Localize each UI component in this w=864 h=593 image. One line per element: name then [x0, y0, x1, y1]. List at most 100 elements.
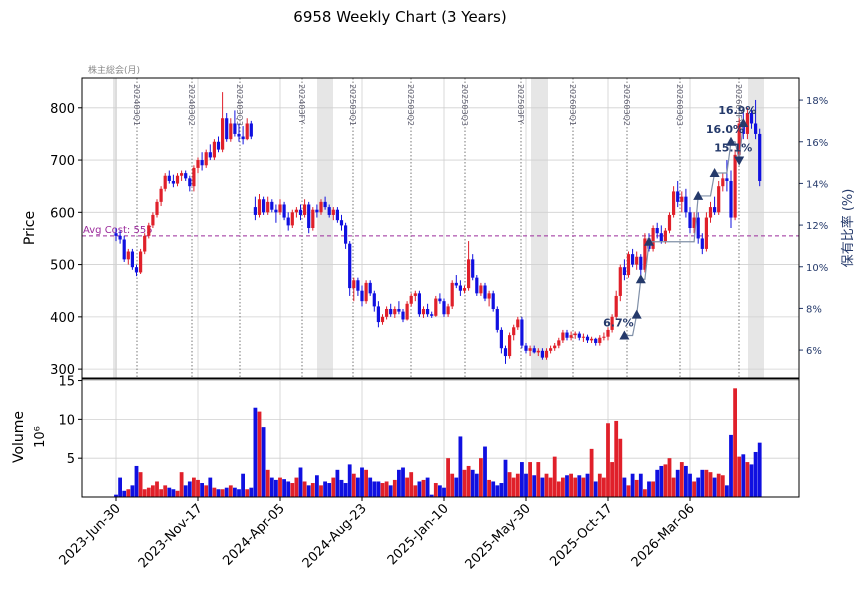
volume-bar [655, 469, 660, 497]
volume-bar [183, 485, 188, 497]
volume-bar [671, 477, 676, 497]
candle-body [442, 301, 446, 315]
candle-body [126, 251, 130, 260]
ownership-marker [734, 156, 745, 166]
candle-body [180, 173, 184, 176]
volume-bar [544, 473, 549, 497]
event-label: 202603Q1 [568, 84, 577, 126]
candle-body [143, 235, 147, 252]
candle-body [475, 277, 479, 294]
volume-bar [347, 464, 352, 497]
candle-body [594, 338, 598, 343]
candle-body [122, 239, 126, 260]
candle-body [167, 175, 171, 181]
volume-bar [610, 462, 614, 497]
candle-body [729, 180, 733, 218]
volume-bar [118, 477, 122, 497]
volume-bar [470, 469, 475, 497]
candle-body [491, 293, 495, 310]
chart-title: 6958 Weekly Chart (3 Years) [293, 8, 506, 26]
candle-body [516, 319, 520, 328]
candle-body [352, 280, 356, 289]
volume-bar [474, 473, 479, 497]
candle-body [676, 191, 680, 202]
candle-body [684, 196, 688, 213]
volume-axis-label: Volume [11, 411, 27, 463]
volume-bar [438, 485, 442, 497]
candle-body [323, 201, 327, 208]
volume-bar [647, 481, 651, 497]
volume-bar [114, 494, 118, 497]
volume-bar [388, 485, 393, 497]
candle-body [401, 311, 405, 320]
candle-body [216, 141, 221, 150]
candle-body [430, 314, 434, 316]
candle-body [114, 233, 118, 236]
candle-body [184, 173, 188, 179]
candle-body [520, 319, 524, 346]
candle-body [364, 282, 368, 302]
volume-bar [302, 481, 307, 497]
candle-body [680, 196, 684, 202]
y2-tick-label: 18% [806, 96, 828, 107]
volume-bar [741, 454, 746, 497]
candle-body [372, 293, 376, 307]
candle-body [262, 199, 266, 213]
volume-bar [708, 472, 713, 497]
volume-bar [241, 473, 245, 497]
volume-bar [684, 465, 688, 497]
candle-body [581, 336, 585, 338]
candle-body [450, 282, 454, 307]
candle-body [188, 178, 192, 187]
volume-bar [511, 477, 516, 497]
volume-bar [458, 436, 463, 497]
volume-bar [196, 479, 200, 497]
ownership-marker [726, 136, 736, 146]
ownership-label: 6.7% [603, 317, 634, 330]
candle-body [618, 267, 622, 296]
candle-body [471, 259, 475, 278]
y2-tick-label: 8% [806, 304, 822, 315]
candle-body [754, 123, 758, 134]
volume-bar [405, 477, 409, 497]
volume-bar [548, 477, 553, 497]
volume-bar [265, 469, 270, 497]
candle-body [397, 309, 401, 312]
volume-bar [618, 438, 623, 497]
volume-bar [487, 479, 491, 497]
ownership-marker [644, 236, 654, 246]
candle-body [192, 167, 196, 187]
volume-bar [216, 489, 221, 497]
candle-body [311, 209, 315, 228]
candle-body [659, 233, 663, 242]
volume-bar [483, 446, 487, 497]
volume-bar [433, 483, 438, 497]
event-label: 202603Q2 [622, 84, 631, 126]
candle-body [667, 214, 672, 231]
volume-bar [622, 477, 627, 497]
candle-body [245, 123, 249, 140]
volume-bar [237, 489, 241, 497]
volume-bar [692, 481, 696, 497]
candle-body [565, 332, 569, 338]
volume-bar [540, 477, 545, 497]
volume-bar [163, 485, 168, 497]
candle-body [663, 230, 667, 242]
volume-bar [585, 473, 590, 497]
volume-bar [442, 487, 446, 497]
volume-bar [290, 483, 295, 497]
candle-body [257, 199, 262, 215]
candle-body [622, 267, 626, 276]
candle-body [229, 123, 233, 140]
candle-body [745, 113, 749, 134]
volume-bar [663, 464, 668, 497]
candle-body [700, 238, 704, 249]
volume-bar [733, 388, 737, 497]
volume-bar [401, 467, 405, 497]
candle-body [171, 180, 175, 184]
volume-bar [417, 481, 422, 497]
y2-tick-label: 14% [806, 179, 828, 190]
volume-bar [200, 483, 204, 497]
candle-body [553, 345, 557, 349]
volume-bar [167, 487, 172, 497]
